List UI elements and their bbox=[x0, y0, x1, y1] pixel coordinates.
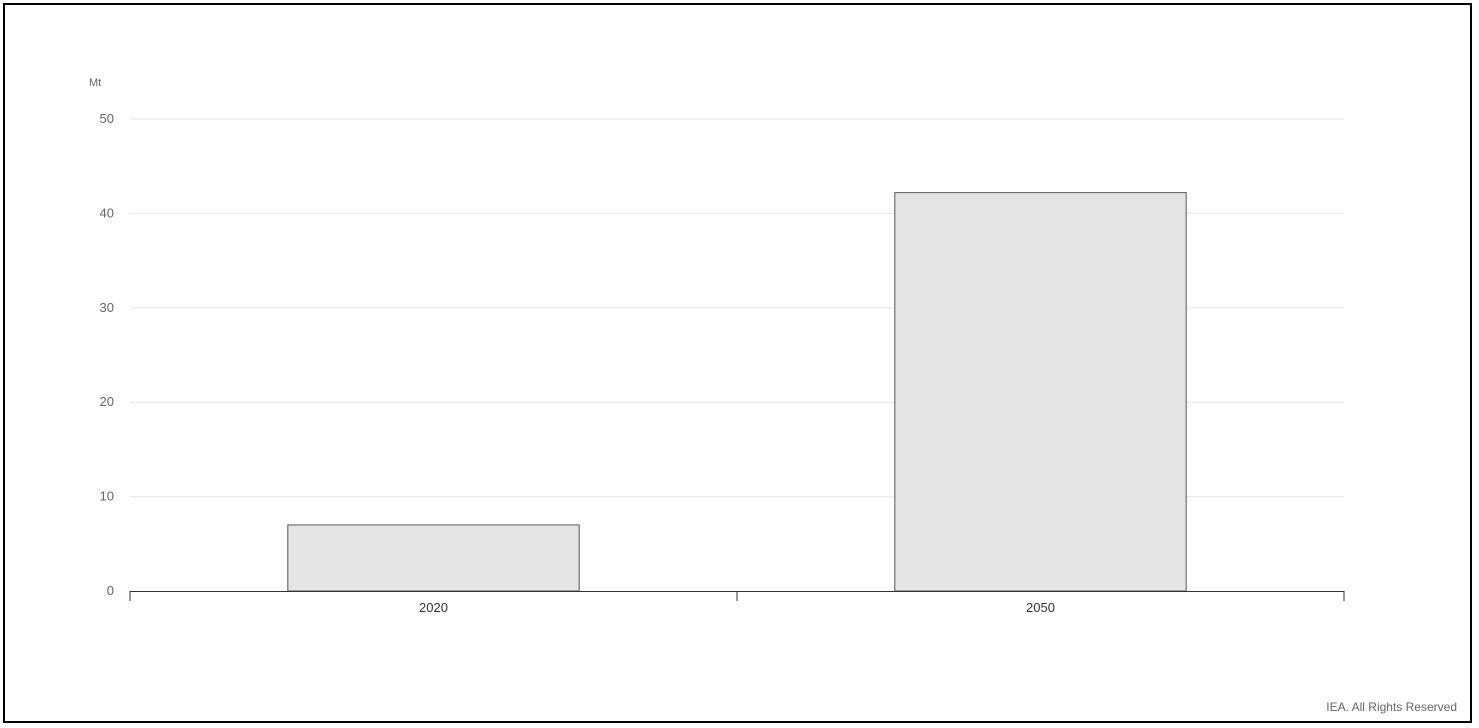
y-tick-label-0: 0 bbox=[107, 583, 114, 598]
y-axis-unit-label: Mt bbox=[89, 77, 101, 89]
x-tick-label-2050: 2050 bbox=[1026, 600, 1055, 615]
y-tick-label-20: 20 bbox=[100, 394, 114, 409]
chart-frame bbox=[3, 3, 1472, 723]
y-tick-label-10: 10 bbox=[100, 489, 114, 504]
bar-2050 bbox=[894, 192, 1187, 592]
y-axis-ticks: 0 10 20 30 40 50 bbox=[100, 111, 114, 598]
bar-2020 bbox=[287, 524, 580, 592]
bars bbox=[287, 192, 1187, 592]
x-axis bbox=[129, 591, 1345, 601]
x-tick-label-2020: 2020 bbox=[419, 600, 448, 615]
y-tick-label-40: 40 bbox=[100, 205, 114, 220]
y-tick-label-50: 50 bbox=[100, 111, 114, 126]
x-axis-labels: 2020 2050 bbox=[419, 600, 1055, 615]
y-tick-label-30: 30 bbox=[100, 300, 114, 315]
credit-text: IEA. All Rights Reserved bbox=[1326, 700, 1457, 714]
